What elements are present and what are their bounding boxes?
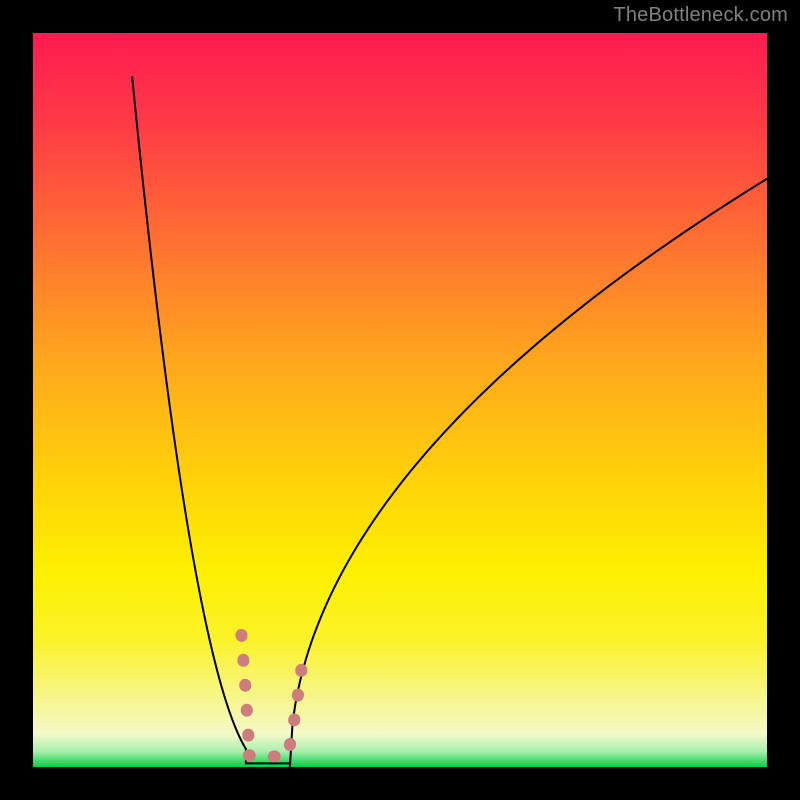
chart-svg (0, 0, 800, 800)
plot-background (33, 33, 767, 767)
watermark-text: TheBottleneck.com (613, 4, 788, 27)
chart-container: TheBottleneck.com (0, 0, 800, 800)
